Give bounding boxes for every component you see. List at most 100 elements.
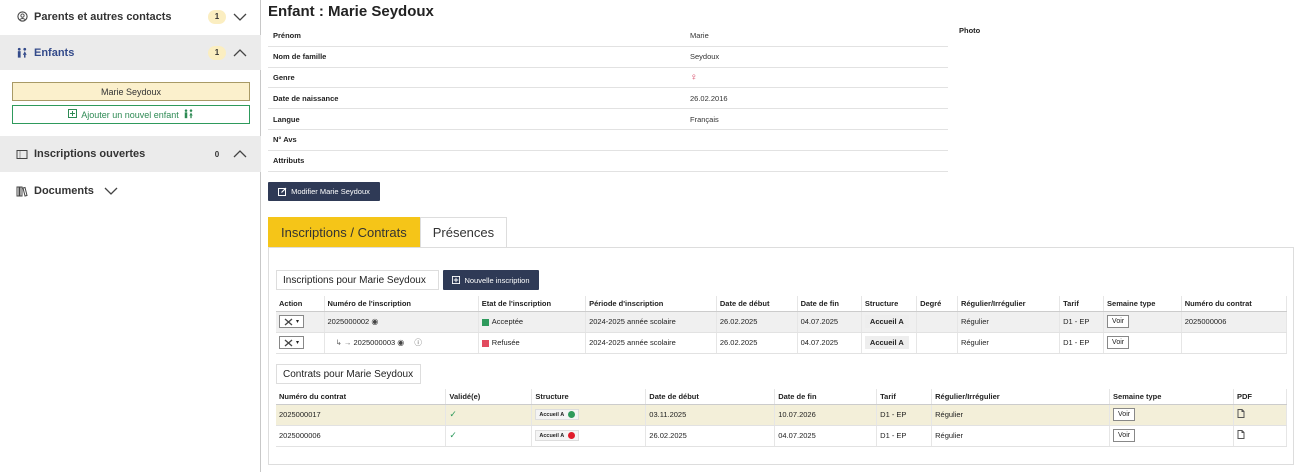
table-row: ▾ 2025000002 ◉ Acceptée 2024-2025 année … xyxy=(276,311,1288,333)
sidebar-section-documents[interactable]: Documents xyxy=(0,174,261,208)
end-date-cell: 04.07.2025 xyxy=(797,311,862,333)
start-date-cell: 26.02.2025 xyxy=(645,425,776,447)
info-label: Genre xyxy=(273,72,295,82)
sidebar-section-enfants[interactable]: Enfants 1 xyxy=(0,35,261,70)
start-date-cell: 26.02.2025 xyxy=(716,332,798,354)
chevron-up-icon[interactable] xyxy=(233,149,247,159)
structure-tag: Accueil A xyxy=(535,430,580,442)
child-item-marie-seydoux[interactable]: Marie Seydoux xyxy=(12,82,250,101)
contract-number-cell xyxy=(1181,332,1288,354)
info-icon[interactable]: ⓘ xyxy=(414,338,422,347)
info-row-prenom: Prénom Marie xyxy=(268,26,948,47)
pdf-icon[interactable] xyxy=(1237,430,1245,439)
contract-number-cell: 2025000017 xyxy=(276,404,447,426)
inscription-number: 2025000002 xyxy=(327,317,370,326)
regular-cell: Régulier xyxy=(957,311,1061,333)
col-header: Numéro de l'inscription xyxy=(324,296,479,312)
info-row-naissance: Date de naissance 26.02.2016 xyxy=(268,88,948,110)
start-date-cell: 03.11.2025 xyxy=(645,404,776,426)
children-icon xyxy=(16,47,28,59)
sidebar-section-inscriptions[interactable]: Inscriptions ouvertes 0 xyxy=(0,136,261,172)
chevron-down-icon[interactable] xyxy=(104,186,118,196)
structure-pill: Accueil A xyxy=(864,315,909,328)
voir-button[interactable]: Voir xyxy=(1107,315,1130,328)
tools-icon xyxy=(284,339,293,346)
validated-cell: ✓ xyxy=(445,404,533,426)
parents-count-badge: 1 xyxy=(208,9,226,24)
info-value: Seydoux xyxy=(690,52,720,62)
info-row-langue: Langue Français xyxy=(268,109,948,130)
table-header-row: Action Numéro de l'inscription Etat de l… xyxy=(276,296,1288,312)
regular-cell: Régulier xyxy=(931,425,1111,447)
voir-button[interactable]: Voir xyxy=(1113,408,1136,421)
info-label: Date de naissance xyxy=(273,93,339,103)
col-header: Période d'inscription xyxy=(585,296,717,312)
week-cell: Voir xyxy=(1103,311,1182,333)
status-text: Acceptée xyxy=(491,317,524,326)
add-child-label: Ajouter un nouvel enfant xyxy=(81,109,179,120)
inscription-number: 2025000003 xyxy=(353,338,396,347)
user-circle-icon xyxy=(16,11,28,23)
edit-child-button[interactable]: Modifier Marie Seydoux xyxy=(268,182,380,201)
structure-tag: Accueil A xyxy=(535,409,580,421)
main-content: Enfant : Marie Seydoux Prénom Marie Nom … xyxy=(262,0,1300,472)
structure-cell: Accueil A xyxy=(861,311,918,333)
tarif-cell: D1 - EP xyxy=(876,404,933,426)
eye-icon[interactable]: ◉ xyxy=(397,338,405,347)
col-header: Action xyxy=(276,296,325,312)
col-header: Numéro du contrat xyxy=(276,389,447,405)
structure-tag-label: Accueil A xyxy=(539,411,565,418)
voir-button[interactable]: Voir xyxy=(1113,429,1136,442)
week-cell: Voir xyxy=(1109,425,1234,447)
tarif-cell: D1 - EP xyxy=(876,425,933,447)
library-icon xyxy=(16,185,28,197)
chevron-up-icon[interactable] xyxy=(233,48,247,58)
edit-icon xyxy=(278,187,287,196)
info-row-attributs: Attributs xyxy=(268,151,948,172)
state-cell: Refusée xyxy=(478,332,587,354)
col-header: Régulier/Irrégulier xyxy=(931,389,1111,405)
pdf-icon[interactable] xyxy=(1237,409,1245,418)
pdf-cell xyxy=(1233,425,1288,447)
status-dot xyxy=(568,432,576,440)
degree-cell xyxy=(916,311,958,333)
col-header: Tarif xyxy=(1059,296,1105,312)
start-date-cell: 26.02.2025 xyxy=(716,311,798,333)
end-date-cell: 04.07.2025 xyxy=(797,332,862,354)
status-indicator xyxy=(481,339,489,347)
add-child-button[interactable]: Ajouter un nouvel enfant xyxy=(12,105,250,124)
sidebar-section-parents[interactable]: Parents et autres contacts 1 xyxy=(0,0,261,33)
tab-inscriptions-contrats[interactable]: Inscriptions / Contrats xyxy=(268,217,420,247)
col-header: Date de début xyxy=(716,296,798,312)
col-header: Semaine type xyxy=(1109,389,1234,405)
tab-presences[interactable]: Présences xyxy=(419,217,508,247)
action-cell: ▾ xyxy=(276,332,325,354)
sidebar: Parents et autres contacts 1 Enfants 1 M… xyxy=(0,0,261,472)
contract-number-cell: 2025000006 xyxy=(1181,311,1288,333)
validated-cell: ✓ xyxy=(445,425,533,447)
info-value: Français xyxy=(690,114,719,124)
inscriptions-table: Action Numéro de l'inscription Etat de l… xyxy=(276,296,1288,354)
sidebar-enfants-label: Enfants xyxy=(34,46,75,59)
info-row-genre: Genre ♀ xyxy=(268,68,948,89)
col-header: PDF xyxy=(1233,389,1288,405)
degree-cell xyxy=(916,332,958,354)
eye-icon[interactable]: ◉ xyxy=(371,317,379,326)
info-label: Nom de famille xyxy=(273,52,327,62)
chevron-down-icon[interactable] xyxy=(233,12,247,22)
end-date-cell: 04.07.2025 xyxy=(774,425,878,447)
period-cell: 2024-2025 année scolaire xyxy=(585,311,717,333)
info-row-avs: N° Avs xyxy=(268,130,948,151)
state-cell: Acceptée xyxy=(478,311,587,333)
voir-button[interactable]: Voir xyxy=(1107,336,1130,349)
structure-pill: Accueil A xyxy=(864,336,909,349)
contract-number-cell: 2025000006 xyxy=(276,425,447,447)
new-inscription-button[interactable]: Nouvelle inscription xyxy=(443,270,539,290)
edit-button-label: Modifier Marie Seydoux xyxy=(291,187,370,196)
inscriptions-count-badge: 0 xyxy=(214,149,220,159)
structure-tag-label: Accueil A xyxy=(539,432,565,439)
table-row: 2025000017 ✓ Accueil A 03.11.2025 10.07.… xyxy=(276,404,1288,426)
action-menu-button[interactable]: ▾ xyxy=(279,315,305,328)
children-icon xyxy=(183,108,194,121)
action-menu-button[interactable]: ▾ xyxy=(279,336,305,349)
